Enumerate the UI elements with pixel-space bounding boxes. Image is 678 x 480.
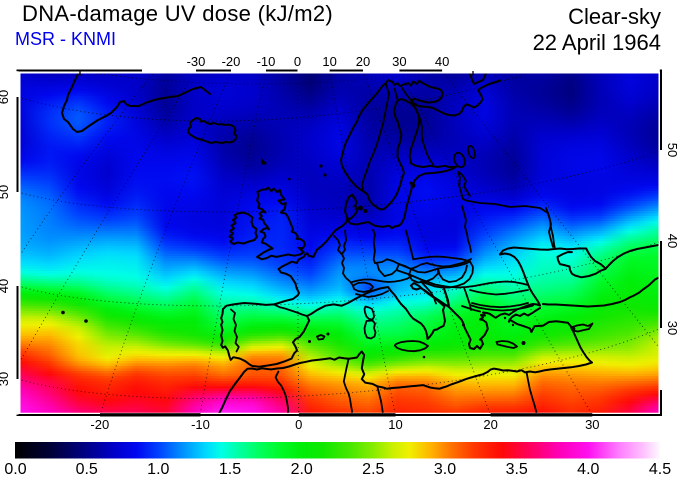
svg-text:10: 10 (322, 54, 336, 69)
svg-text:30: 30 (0, 372, 11, 386)
svg-text:4.0: 4.0 (577, 461, 599, 478)
svg-text:40: 40 (665, 234, 678, 248)
svg-text:0.5: 0.5 (76, 461, 98, 478)
svg-text:60: 60 (0, 90, 11, 104)
svg-text:-10: -10 (191, 417, 210, 432)
svg-text:1.0: 1.0 (147, 461, 169, 478)
svg-text:-30: -30 (187, 54, 206, 69)
svg-text:0.0: 0.0 (4, 461, 26, 478)
svg-text:40: 40 (0, 279, 11, 293)
svg-text:30: 30 (392, 54, 406, 69)
svg-text:10: 10 (388, 417, 402, 432)
svg-text:0: 0 (295, 417, 302, 432)
svg-text:40: 40 (435, 54, 449, 69)
svg-text:3.0: 3.0 (434, 461, 456, 478)
svg-text:20: 20 (483, 417, 497, 432)
svg-text:20: 20 (356, 54, 370, 69)
svg-text:2.5: 2.5 (362, 461, 384, 478)
svg-text:30: 30 (585, 417, 599, 432)
svg-text:0: 0 (294, 54, 301, 69)
svg-text:4.5: 4.5 (649, 461, 671, 478)
svg-text:50: 50 (665, 143, 678, 157)
svg-text:30: 30 (665, 321, 678, 335)
svg-text:-20: -20 (90, 417, 109, 432)
svg-text:2.0: 2.0 (291, 461, 313, 478)
svg-text:-10: -10 (257, 54, 276, 69)
svg-text:3.5: 3.5 (506, 461, 528, 478)
svg-text:50: 50 (0, 185, 11, 199)
svg-text:-20: -20 (222, 54, 241, 69)
svg-text:1.5: 1.5 (219, 461, 241, 478)
